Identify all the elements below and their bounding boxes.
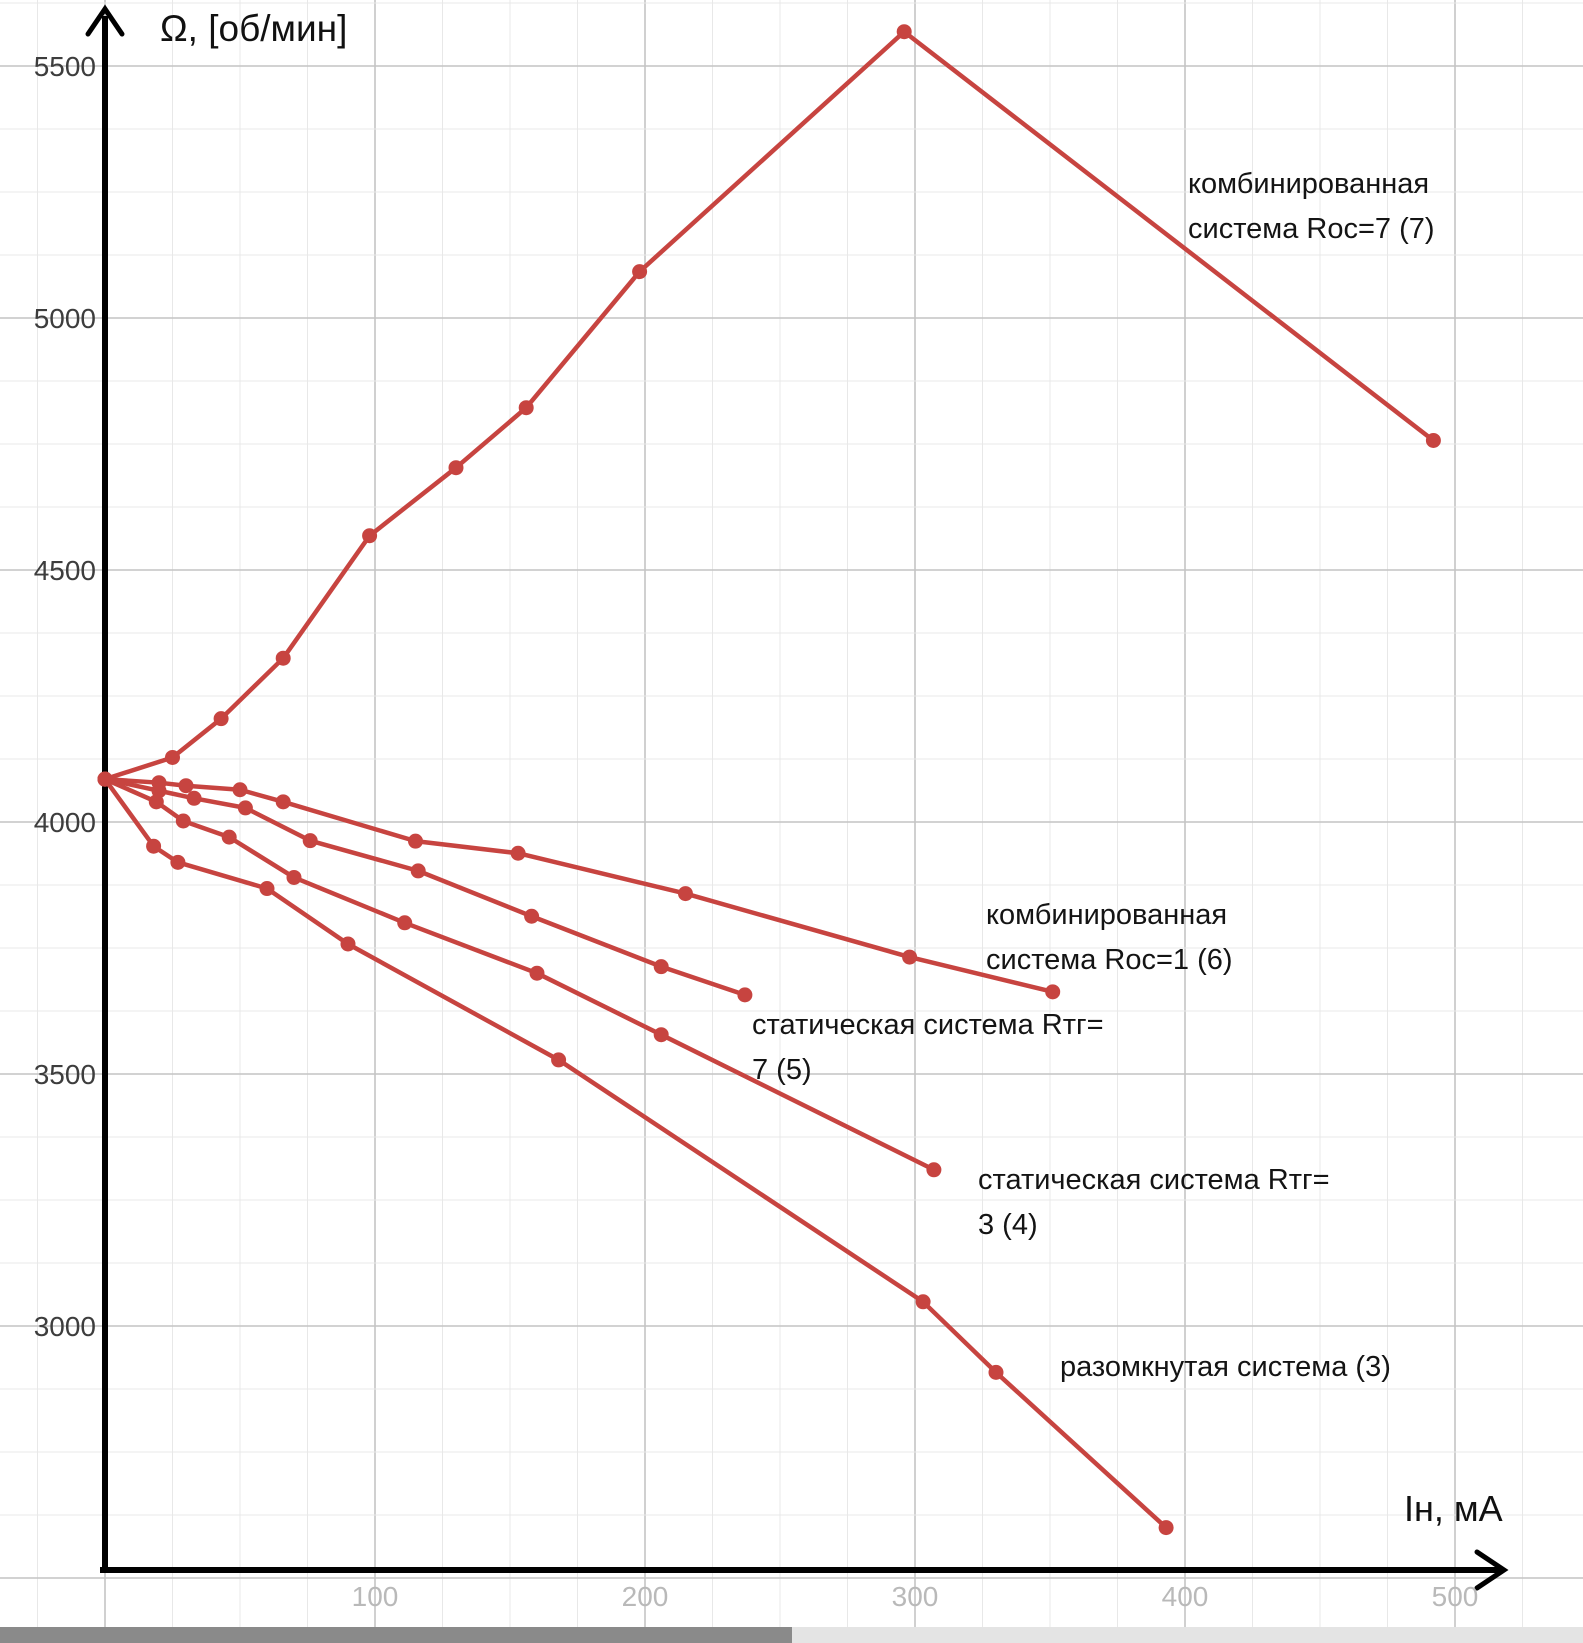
annotation-line: система Roc=1 (6)	[986, 944, 1233, 976]
series-line	[102, 29, 1436, 782]
data-point	[737, 987, 753, 1003]
y-tick-label: 3000	[34, 1311, 96, 1342]
data-point	[524, 908, 540, 924]
data-point	[259, 881, 275, 897]
data-point	[186, 790, 202, 806]
data-point	[988, 1364, 1004, 1380]
data-point	[896, 24, 912, 40]
data-point	[340, 936, 356, 952]
data-point	[213, 711, 229, 727]
data-point	[170, 854, 186, 870]
data-point	[902, 949, 918, 965]
y-tick-label: 5500	[34, 51, 96, 82]
x-tick-label: 100	[352, 1581, 399, 1612]
data-point	[926, 1162, 942, 1178]
data-point	[1158, 1520, 1174, 1536]
data-point	[275, 650, 291, 666]
annotation-line: комбинированная	[1188, 168, 1430, 200]
data-point	[408, 833, 423, 849]
data-point	[653, 959, 669, 975]
data-point	[397, 915, 413, 931]
annotation-static-rtg3: статическая система Rтг= 3 (4)	[978, 1158, 1330, 1248]
x-tick-label: 500	[1432, 1581, 1479, 1612]
annotation-combined-roc7: комбинированная система Roc=7 (7)	[1188, 162, 1435, 252]
data-point	[551, 1052, 567, 1068]
x-tick-label: 400	[1162, 1581, 1209, 1612]
annotation-line: 3 (4)	[978, 1209, 1038, 1241]
data-point	[1045, 984, 1061, 1000]
data-point	[510, 845, 526, 861]
data-point	[362, 528, 378, 544]
data-point	[678, 886, 693, 902]
data-point	[275, 794, 291, 810]
scrollbar-thumb[interactable]	[0, 1627, 792, 1643]
y-tick-label: 3500	[34, 1059, 96, 1090]
x-axis-arrow-icon	[1474, 1549, 1509, 1591]
data-point	[653, 1027, 669, 1043]
data-point	[448, 460, 464, 476]
data-point	[632, 264, 648, 280]
horizontal-scrollbar[interactable]	[0, 1627, 1583, 1643]
annotation-line: статическая система Rтг=	[978, 1164, 1330, 1196]
data-point	[410, 863, 426, 879]
data-point	[237, 800, 253, 816]
data-point	[146, 838, 162, 854]
annotation-line: разомкнутая система (3)	[1060, 1351, 1391, 1383]
y-tick-label: 4500	[34, 555, 96, 586]
data-point	[178, 778, 194, 794]
x-tick-label: 200	[622, 1581, 669, 1612]
data-point	[165, 749, 180, 765]
data-point	[221, 829, 237, 845]
y-axis-arrow-icon	[85, 4, 125, 37]
annotation-combined-roc1: комбинированная система Roc=1 (6)	[986, 893, 1233, 983]
y-axis-title: Ω, [об/мин]	[160, 8, 348, 49]
y-tick-label: 5000	[34, 303, 96, 334]
y-tick-label: 4000	[34, 807, 96, 838]
data-point	[286, 869, 302, 885]
annotation-line: система Roc=7 (7)	[1188, 213, 1435, 245]
series-line	[102, 776, 1055, 995]
annotation-line: статическая система Rтг=	[752, 1009, 1104, 1041]
data-point	[175, 813, 191, 829]
data-point	[915, 1294, 931, 1310]
data-point	[232, 782, 248, 798]
annotation-static-rtg7: статическая система Rтг= 7 (5)	[752, 1003, 1104, 1093]
data-point	[518, 400, 534, 416]
annotation-line: комбинированная	[986, 899, 1228, 931]
x-tick-label: 300	[892, 1581, 939, 1612]
data-point	[302, 833, 318, 849]
data-point	[529, 965, 545, 981]
data-point	[148, 794, 164, 810]
data-point	[97, 771, 113, 787]
data-point	[1425, 432, 1441, 448]
annotation-line: 7 (5)	[752, 1054, 812, 1086]
annotation-open-loop: разомкнутая система (3)	[1060, 1345, 1391, 1390]
x-axis-title: Iн, мА	[1404, 1488, 1503, 1529]
